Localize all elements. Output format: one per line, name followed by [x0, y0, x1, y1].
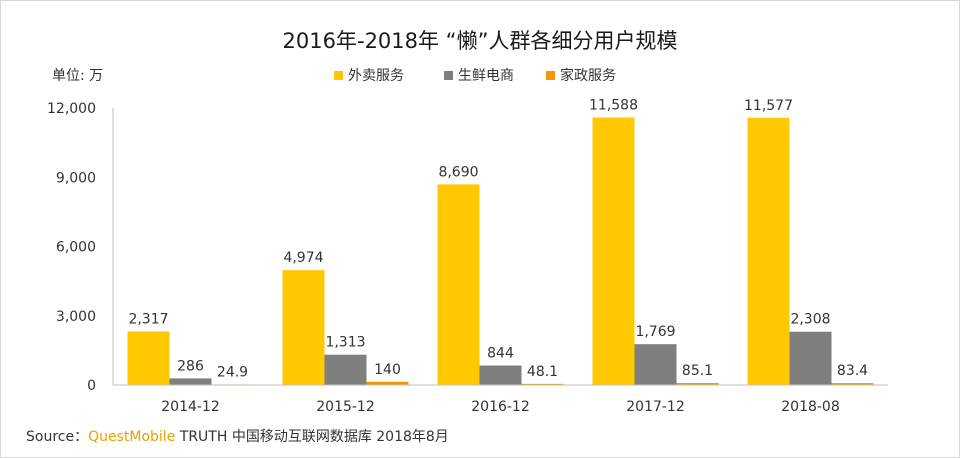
x-tick-label: 2015-12 [316, 399, 375, 415]
y-tick-label: 9,000 [56, 170, 96, 186]
data-label: 11,577 [744, 98, 793, 114]
data-label: 83.4 [837, 363, 868, 379]
legend-swatch [546, 71, 555, 80]
data-label: 140 [374, 362, 401, 378]
data-label: 1,313 [325, 335, 365, 351]
x-axis: 2014-12 2015-12 2016-12 2017-12 2018-08 [113, 384, 888, 415]
bar-2015-12-0 [282, 270, 325, 385]
source-note: Source：QuestMobile TRUTH 中国移动互联网数据库 2018… [26, 426, 449, 446]
y-tick-label: 12,000 [47, 101, 96, 117]
legend-label: 家政服务 [560, 67, 616, 84]
x-tick-label: 2016-12 [471, 399, 530, 415]
legend-swatch [444, 71, 453, 80]
bar-2016-12-0 [437, 184, 480, 385]
data-label: 4,974 [283, 250, 323, 266]
legend-label: 生鲜电商 [458, 68, 514, 84]
bar-2018-08-0 [747, 117, 790, 385]
legend: 外卖服务 生鲜电商 家政服务 [334, 67, 616, 84]
bar-2015-12-2 [366, 381, 409, 385]
bar-2018-08-1 [789, 331, 832, 385]
data-label: 286 [177, 358, 204, 374]
legend-swatch [334, 71, 343, 80]
bar-2016-12-1 [479, 365, 522, 385]
bar-2014-12-1 [169, 378, 212, 385]
unit-label: 单位: 万 [52, 68, 103, 84]
bars: 2,317 286 24.9 4,974 1,313 140 8,690 844 48.1 11,… [127, 98, 874, 386]
data-label: 2,308 [790, 312, 830, 328]
data-label: 11,588 [589, 98, 638, 114]
legend-label: 外卖服务 [348, 68, 404, 84]
bar-2017-12-0 [592, 117, 635, 386]
x-tick-label: 2014-12 [161, 399, 220, 415]
source-suffix: TRUTH 中国移动互联网数据库 2018年8月 [175, 429, 449, 445]
bar-2014-12-0 [127, 331, 170, 385]
bar-2016-12-2 [521, 383, 564, 385]
source-brand: QuestMobile [88, 429, 176, 445]
y-axis: 0 3,000 6,000 9,000 12,000 [47, 101, 114, 394]
x-tick-label: 2017-12 [626, 399, 685, 415]
source-prefix: Source： [26, 429, 89, 445]
bar-2017-12-2 [676, 383, 719, 385]
data-label: 48.1 [527, 364, 558, 380]
data-label: 1,769 [635, 324, 675, 340]
bar-2015-12-1 [324, 354, 367, 385]
data-label: 844 [487, 346, 514, 362]
data-label: 85.1 [682, 363, 713, 379]
y-tick-label: 0 [87, 378, 96, 394]
chart-title: 2016年-2018年 “懒”人群各细分用户规模 [283, 29, 678, 53]
data-label: 8,690 [438, 164, 478, 180]
data-label: 2,317 [128, 312, 168, 328]
bar-2017-12-1 [634, 344, 677, 385]
y-tick-label: 3,000 [56, 309, 96, 325]
bar-2018-08-2 [831, 383, 874, 385]
x-tick-label: 2018-08 [781, 399, 840, 415]
data-label: 24.9 [217, 364, 248, 380]
y-tick-label: 6,000 [56, 240, 96, 256]
